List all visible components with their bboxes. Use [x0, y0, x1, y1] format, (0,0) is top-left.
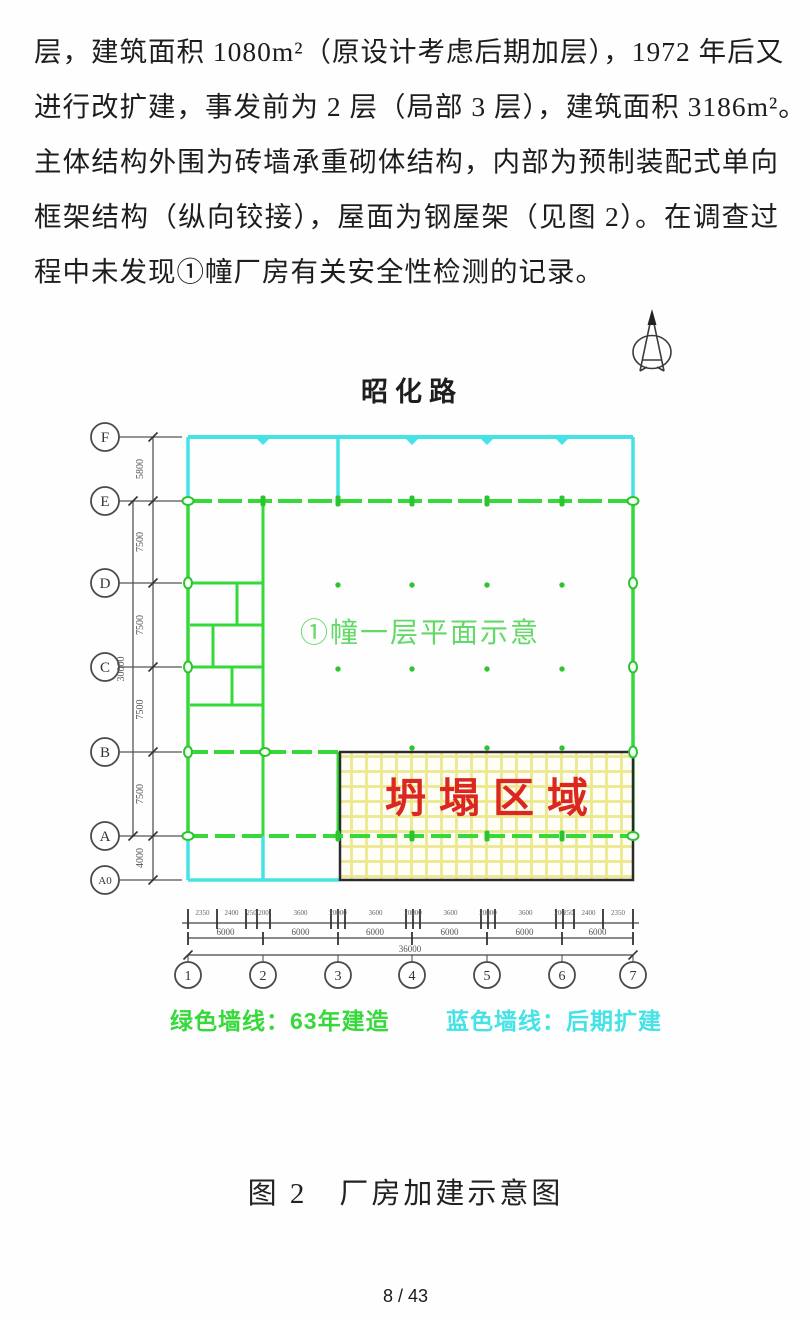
- row-grid-bubble-label: A0: [98, 875, 112, 887]
- legend-blue: 蓝色墙线：后期扩建: [446, 1008, 662, 1034]
- row-grid-bubble: [90, 486, 120, 516]
- column-markers: [260, 495, 565, 842]
- row-dim-tick: [147, 661, 159, 673]
- row-total-tick: [127, 495, 139, 507]
- row-dim-label: 5800: [135, 459, 146, 479]
- road-label: 昭化路: [361, 376, 463, 407]
- col-axis-total: 36000: [399, 944, 422, 954]
- col-detail-dim-label: 200: [329, 909, 340, 917]
- wall-oval-markers: [181, 496, 640, 841]
- col-grid-bubble: [398, 961, 426, 989]
- col-grid-bubble: [324, 961, 352, 989]
- row-grid-bubble: [90, 422, 120, 452]
- col-bay-dim-label: 6000: [516, 927, 535, 937]
- col-grid-bubble-label: 2: [260, 969, 267, 984]
- row-grid-bubble: [90, 652, 120, 682]
- row-grid-bubble: [90, 737, 120, 767]
- row-grid-bubble-label: A: [100, 829, 111, 845]
- figure-caption: 图 2 厂房加建示意图: [247, 1178, 564, 1210]
- row-dim-label: 7500: [135, 532, 146, 552]
- row-dim-label: 7500: [135, 784, 146, 804]
- paragraph-line: 程中未发现①幢厂房有关安全性检测的记录。: [34, 256, 604, 287]
- col-detail-dim-label: 3600: [369, 909, 384, 917]
- paragraph-line: 框架结构（纵向铰接），屋面为钢屋架（见图 2）。在调查过: [34, 201, 779, 232]
- col-detail-dim-label: 200: [554, 909, 565, 917]
- paragraph-line: 进行改扩建，事发前为 2 层（局部 3 层），建筑面积 3186m²。: [34, 91, 807, 122]
- row-dim-tick: [147, 746, 159, 758]
- col-grid-bubble-label: 3: [335, 969, 342, 984]
- north-arrow-icon: [632, 309, 672, 372]
- col-detail-dim-label: 2400: [582, 909, 597, 917]
- col-detail-dim-label: 200: [336, 909, 347, 917]
- page-number: 8 / 43: [382, 1286, 429, 1306]
- row-total-tick: [127, 830, 139, 842]
- interior-column-dots: [335, 582, 565, 751]
- col-detail-dim-label: 2350: [196, 909, 211, 917]
- col-bay-dim-label: 6000: [589, 927, 608, 937]
- col-bay-dim-label: 6000: [366, 927, 385, 937]
- col-grid-bubble-label: 1: [185, 969, 192, 984]
- col-bay-dim-label: 6000: [292, 927, 311, 937]
- row-grid-bubble-label: D: [100, 576, 111, 592]
- col-bay-dim-label: 6000: [217, 927, 236, 937]
- row-grid-bubble-label: C: [100, 660, 110, 676]
- plan-label: ①幢一层平面示意: [300, 617, 540, 649]
- col-total-tick: [182, 949, 194, 961]
- col-bay-dim-label: 6000: [441, 927, 460, 937]
- row-grid-bubble-label: F: [101, 430, 109, 446]
- row-dim-tick: [147, 495, 159, 507]
- col-detail-dim-label: 200: [404, 909, 415, 917]
- col-grid-bubble-label: 5: [484, 969, 491, 984]
- col-grid-bubble-label: 4: [409, 969, 416, 984]
- row-grid-bubble: [90, 821, 120, 851]
- figure-2-diagram: 昭化路 坍塌区域: [80, 305, 750, 1050]
- paragraph-line: 层，建筑面积 1080m²（原设计考虑后期加层），1972 年后又: [34, 36, 785, 67]
- row-dim-tick: [147, 830, 159, 842]
- col-total-tick: [627, 949, 639, 961]
- col-detail-dim-label: 200: [479, 909, 490, 917]
- row-grid-bubble-label: B: [100, 745, 110, 761]
- paragraph-line: 主体结构外围为砖墙承重砌体结构，内部为预制装配式单向: [34, 146, 779, 177]
- col-detail-dim-label: 200: [258, 909, 269, 917]
- col-grid-bubble-label: 7: [630, 969, 637, 984]
- collapse-label: 坍塌区域: [385, 775, 601, 821]
- col-detail-dim-label: 250: [246, 909, 257, 917]
- col-grid-bubble: [249, 961, 277, 989]
- cyan-window-markers: [256, 438, 569, 445]
- col-detail-dim-label: 3600: [519, 909, 534, 917]
- row-dim-label: 4000: [135, 848, 146, 868]
- col-detail-dim-label: 3600: [444, 909, 459, 917]
- col-detail-dim-label: 250: [563, 909, 574, 917]
- collapse-area: 坍塌区域: [338, 750, 635, 882]
- col-grid-bubble: [548, 961, 576, 989]
- row-dim-label: 7500: [135, 615, 146, 635]
- row-grid-bubble: [90, 865, 120, 895]
- col-detail-dim-label: 200: [411, 909, 422, 917]
- row-dim-tick: [147, 431, 159, 443]
- legend-green: 绿色墙线：63年建造: [170, 1008, 390, 1034]
- row-grid-bubble-label: E: [100, 494, 109, 510]
- col-detail-dim-label: 2400: [225, 909, 240, 917]
- col-grid-bubble: [473, 961, 501, 989]
- col-detail-dim-label: 3600: [294, 909, 309, 917]
- row-axis-total: 30000: [116, 657, 127, 682]
- cyan-extension-walls: [186, 435, 635, 882]
- col-detail-dim-label: 200: [486, 909, 497, 917]
- col-grid-bubble: [174, 961, 202, 989]
- row-dim-tick: [147, 577, 159, 589]
- row-dim-label: 7500: [135, 700, 146, 720]
- row-grid-bubble: [90, 568, 120, 598]
- col-grid-bubble: [619, 961, 647, 989]
- row-dim-tick: [147, 874, 159, 886]
- col-grid-bubble-label: 6: [559, 969, 566, 984]
- body-paragraph: 层，建筑面积 1080m²（原设计考虑后期加层），1972 年后又 进行改扩建，…: [34, 24, 807, 299]
- col-detail-dim-label: 2350: [611, 909, 626, 917]
